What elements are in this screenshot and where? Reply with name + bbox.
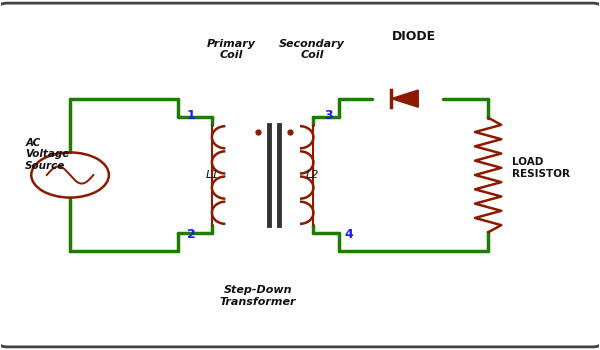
Text: 4: 4 [345, 228, 353, 241]
Text: L1: L1 [206, 170, 220, 180]
Text: 2: 2 [187, 228, 195, 241]
Text: Primary
Coil: Primary Coil [207, 39, 256, 61]
Text: L2: L2 [306, 170, 319, 180]
Text: Step-Down
Transformer: Step-Down Transformer [220, 285, 296, 307]
FancyBboxPatch shape [0, 3, 600, 347]
Text: AC
Voltage
Source: AC Voltage Source [25, 138, 70, 171]
Text: LOAD
RESISTOR: LOAD RESISTOR [512, 157, 570, 179]
Text: 3: 3 [324, 109, 333, 122]
Text: 1: 1 [187, 109, 195, 122]
Text: DIODE: DIODE [391, 30, 436, 43]
Polygon shape [391, 90, 418, 107]
Text: Secondary
Coil: Secondary Coil [279, 39, 345, 61]
